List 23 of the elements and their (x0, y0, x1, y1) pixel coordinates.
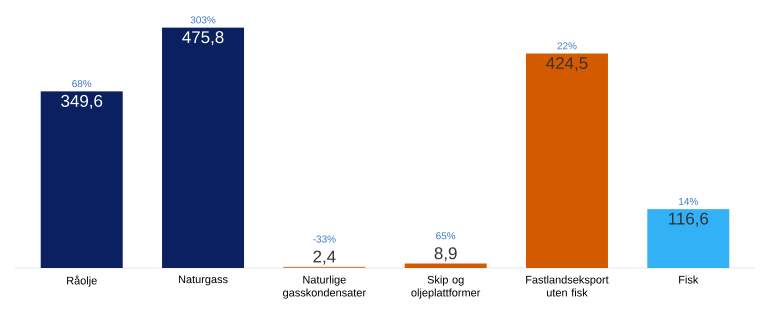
annotation: 303% (190, 16, 216, 24)
annotation: -33% (313, 236, 336, 243)
data-label: 2,4 (313, 250, 336, 265)
x-tick-label: Naturgass (178, 276, 228, 286)
x-tick-label: Naturlige gasskondensater (283, 276, 366, 299)
annotation: 68% (72, 80, 92, 88)
bar (162, 28, 244, 268)
bar (404, 264, 487, 268)
data-label: 349,6 (61, 94, 102, 109)
x-tick-label: Råolje (67, 276, 97, 287)
x-tick-label: Fastlandseksport uten fisk (526, 276, 609, 297)
data-label: 8,9 (434, 247, 457, 262)
bar (647, 209, 730, 268)
annotation: 22% (558, 42, 577, 50)
data-label: 116,6 (669, 212, 708, 227)
data-label: 424,5 (546, 57, 588, 72)
x-tick-label: Fisk (679, 276, 698, 284)
x-tick-label: Skip og oljeplattformer (411, 276, 480, 299)
bar (40, 91, 123, 268)
bar (526, 54, 608, 268)
annotation: 14% (679, 198, 698, 205)
annotation: 65% (436, 232, 456, 240)
data-label: 475,8 (182, 31, 224, 46)
